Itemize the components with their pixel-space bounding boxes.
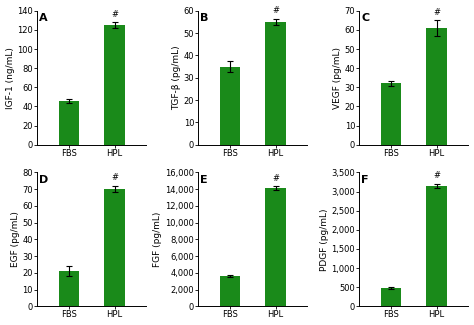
Bar: [104, 189, 125, 306]
Bar: [381, 288, 401, 306]
Bar: [427, 28, 447, 145]
Bar: [427, 186, 447, 306]
Bar: [265, 22, 286, 145]
Text: #: #: [433, 171, 440, 180]
Bar: [265, 188, 286, 306]
Text: F: F: [362, 175, 369, 185]
Y-axis label: PDGF (pg/mL): PDGF (pg/mL): [319, 208, 328, 271]
Bar: [381, 84, 401, 145]
Text: A: A: [39, 13, 48, 23]
Text: C: C: [362, 13, 370, 23]
Text: B: B: [201, 13, 209, 23]
Y-axis label: TGF-β (pg/mL): TGF-β (pg/mL): [172, 46, 181, 110]
Text: #: #: [272, 174, 279, 183]
Y-axis label: FGF (pg/mL): FGF (pg/mL): [153, 212, 162, 267]
Text: #: #: [433, 8, 440, 17]
Bar: [104, 25, 125, 145]
Text: #: #: [111, 10, 118, 19]
Text: D: D: [39, 175, 49, 185]
Y-axis label: EGF (pg/mL): EGF (pg/mL): [11, 211, 20, 267]
Y-axis label: VEGF (pg/mL): VEGF (pg/mL): [333, 47, 342, 109]
Text: #: #: [272, 6, 279, 15]
Text: E: E: [201, 175, 208, 185]
Y-axis label: IGF-1 (ng/mL): IGF-1 (ng/mL): [6, 47, 15, 109]
Bar: [59, 271, 79, 306]
Bar: [220, 276, 240, 306]
Bar: [220, 67, 240, 145]
Text: #: #: [111, 174, 118, 182]
Bar: [59, 101, 79, 145]
